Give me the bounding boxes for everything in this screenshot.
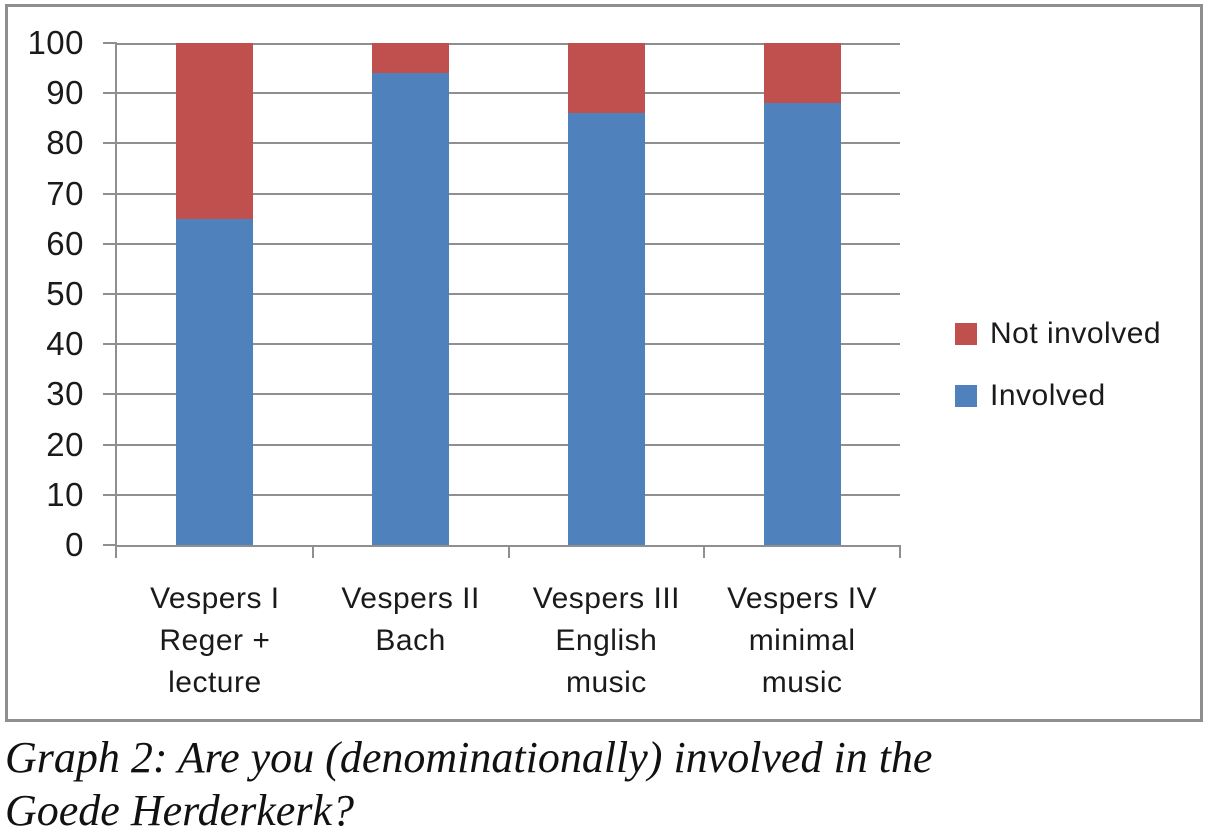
x-category-label-3-line-3: music	[565, 666, 647, 699]
y-tick-label-0: 0	[65, 526, 84, 563]
x-category-label-1: Vespers I Reger + lecture	[117, 578, 313, 704]
x-category-label-3: Vespers III English music	[509, 578, 705, 704]
bar-1-not-involved	[176, 43, 253, 219]
y-axis-tick-30	[103, 393, 117, 396]
gridline-80	[117, 142, 900, 145]
legend-item-involved: Involved	[955, 378, 1106, 414]
y-tick-label-20: 20	[46, 425, 84, 463]
bar-4-involved	[764, 103, 841, 545]
x-axis-tick-4	[899, 545, 901, 558]
y-tick-label-10: 10	[46, 475, 84, 513]
y-axis-tick-60	[103, 242, 117, 245]
y-tick-label-100: 100	[27, 24, 84, 61]
y-tick-label-50: 50	[46, 275, 84, 312]
gridline-20	[117, 443, 900, 446]
legend-swatch-1	[955, 323, 977, 345]
bar-3-involved	[568, 113, 645, 545]
y-axis-tick-100	[103, 42, 117, 44]
y-axis-tick-90	[103, 92, 117, 95]
bar-4-not-involved	[764, 43, 841, 104]
y-tick-label-80: 80	[46, 124, 84, 162]
x-category-label-1-line-1: Vespers I	[150, 582, 280, 615]
y-tick-label-40: 40	[46, 325, 84, 363]
legend-item-not-involved: Not involved	[955, 316, 1161, 352]
y-axis-tick-50	[103, 293, 117, 295]
y-axis-tick-10	[103, 493, 117, 496]
x-category-label-3-line-1: Vespers III	[532, 582, 680, 615]
gridline-70	[117, 192, 900, 195]
gridline-90	[117, 92, 900, 95]
y-tick-label-90: 90	[46, 74, 84, 112]
y-axis-tick-0	[103, 544, 117, 546]
y-tick-label-30: 30	[46, 375, 84, 413]
bar-2-involved	[372, 73, 449, 545]
x-axis-tick-0	[115, 545, 117, 558]
y-axis-tick-40	[103, 343, 117, 346]
x-category-label-4-line-1: Vespers IV	[727, 582, 878, 615]
x-category-label-4: Vespers IV minimal music	[704, 578, 900, 704]
x-axis-tick-3	[703, 545, 705, 558]
x-category-label-1-line-2: Reger +	[159, 624, 271, 657]
y-axis-tick-80	[103, 142, 117, 145]
y-tick-label-60: 60	[46, 224, 84, 262]
x-category-label-1-line-3: lecture	[168, 666, 262, 699]
gridline-30	[117, 393, 900, 396]
legend-label-1: Not involved	[990, 317, 1162, 350]
x-category-label-3-line-2: English	[555, 624, 658, 657]
gridline-10	[117, 493, 900, 496]
y-axis-tick-70	[103, 192, 117, 195]
gridline-100	[117, 43, 900, 45]
gridline-60	[117, 242, 900, 245]
bar-2-not-involved	[372, 43, 449, 74]
x-category-label-2-line-1: Vespers II	[341, 582, 480, 615]
caption-line-1: Graph 2: Are you (denominationally) invo…	[5, 733, 933, 782]
y-tick-label-70: 70	[46, 174, 84, 212]
legend-swatch-2	[955, 385, 977, 407]
y-axis-tick-20	[103, 443, 117, 446]
x-category-label-2-line-2: Bach	[375, 624, 446, 657]
x-axis-tick-2	[508, 545, 510, 558]
plot-area	[103, 42, 901, 558]
gridline-40	[117, 343, 900, 346]
gridline-50	[117, 293, 900, 295]
bar-1-involved	[176, 218, 253, 545]
legend-label-2: Involved	[990, 379, 1106, 412]
caption-line-2: Goede Herderkerk?	[5, 786, 354, 835]
bar-3-not-involved	[568, 43, 645, 114]
x-category-label-4-line-2: minimal	[748, 624, 856, 657]
caption: Graph 2: Are you (denominationally) invo…	[5, 731, 932, 837]
x-category-label-4-line-3: music	[761, 666, 843, 699]
x-category-label-2: Vespers II Bach	[313, 578, 509, 662]
x-axis-tick-1	[312, 545, 314, 558]
